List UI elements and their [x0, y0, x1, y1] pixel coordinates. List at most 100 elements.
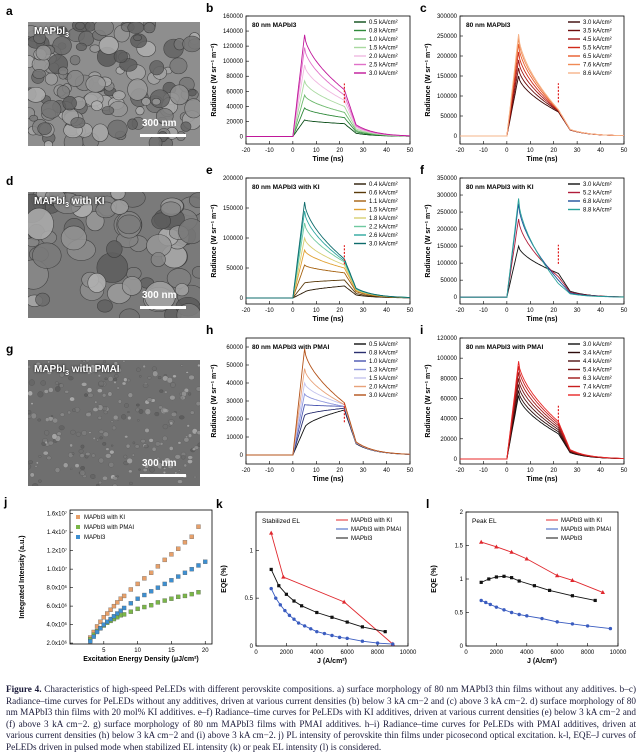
x-tick-label: 10: [313, 308, 320, 314]
data-point: [570, 577, 575, 582]
x-tick-label: 20: [336, 148, 343, 154]
legend-label: MAPbI3 with KI: [351, 518, 392, 524]
sem-grain: [185, 371, 189, 374]
data-point: [540, 616, 544, 621]
chart-title: 80 nm MAPbI3 with PMAI: [466, 344, 543, 351]
data-point: [337, 635, 342, 640]
y-tick-label: 0: [240, 453, 244, 459]
x-tick-label: 10000: [400, 650, 417, 656]
sem-grain: [51, 433, 58, 440]
sem-grain: [195, 386, 200, 392]
legend-label: MAPbI3 with KI: [561, 518, 602, 524]
sem-grain: [44, 430, 50, 436]
sem-grain: [54, 381, 59, 385]
sem-grain: [154, 412, 160, 417]
data-point: [375, 641, 380, 645]
data-point: [487, 577, 491, 581]
sem-grain: [127, 411, 130, 413]
series-line: [460, 198, 624, 298]
sem-grain: [139, 375, 142, 378]
y-axis-label: Radiance (W sr⁻¹ m⁻²): [211, 364, 218, 437]
chart-l: l 0 2000 4000 6000 8000 10000 0 0.5 1 1.5 2 J (A/cm²…: [426, 497, 627, 665]
sem-grain: [37, 391, 44, 398]
sem-grain: [148, 438, 154, 443]
data-point: [162, 557, 167, 563]
x-tick-label: 15: [168, 648, 175, 654]
series-line: [246, 34, 410, 137]
x-tick-label: -20: [456, 308, 465, 314]
y-tick-label: 50000: [440, 278, 457, 284]
legend-label: 8.6 kA/cm²: [583, 71, 612, 77]
y-tick-label: 1: [250, 548, 254, 554]
y-tick-label: 60000: [226, 345, 243, 351]
sem-grain: [177, 479, 183, 484]
data-point: [532, 584, 536, 588]
legend-label: 1.8 kA/cm²: [369, 216, 398, 222]
x-tick-label: 5: [102, 648, 106, 654]
x-tick-label: 10000: [610, 650, 627, 656]
data-point: [345, 620, 349, 624]
x-tick-label: 50: [621, 148, 628, 154]
y-tick-label: 250000: [437, 34, 458, 40]
sem-grain: [121, 276, 143, 296]
sem-grain: [85, 452, 91, 456]
data-point: [108, 616, 113, 622]
sem-grain: [149, 467, 155, 473]
legend-label: 5.5 kA/cm²: [583, 46, 612, 52]
sem-grain: [28, 390, 33, 396]
y-tick-label: 40000: [226, 381, 243, 387]
sem-grain: [84, 393, 88, 397]
legend-label: 1.5 kA/cm²: [369, 46, 398, 52]
sem-grain: [150, 252, 166, 267]
data-point: [155, 600, 161, 605]
sem-grain: [98, 381, 105, 387]
sem-grain: [29, 114, 39, 122]
sem-texture: [28, 22, 200, 146]
data-point: [494, 544, 499, 549]
data-point: [277, 584, 281, 588]
sem-grain: [70, 117, 86, 129]
data-point: [509, 549, 514, 554]
x-tick-label: -20: [456, 148, 465, 154]
chart-title: 80 nm MAPbI3 with KI: [252, 184, 320, 191]
y-tick-label: 100000: [437, 94, 458, 100]
sem-grain: [127, 78, 148, 101]
sem-grain: [121, 381, 127, 386]
data-point: [121, 593, 127, 599]
sem-grain: [157, 376, 162, 380]
plot-frame: [459, 15, 625, 145]
x-tick-label: 0: [291, 468, 295, 474]
sem-grain: [123, 454, 128, 459]
legend-label: 3.0 kA/cm²: [369, 71, 398, 77]
sem-grain: [102, 476, 108, 481]
sem-grain: [105, 453, 112, 459]
legend-label: 7.4 kA/cm²: [583, 385, 612, 391]
sem-grain: [115, 369, 118, 372]
x-tick-label: 6000: [341, 650, 355, 656]
data-point: [292, 617, 296, 621]
sem-grain: [96, 405, 100, 409]
sem-grain: [197, 442, 200, 447]
chart-title: 80 nm MAPbI3 with PMAI: [252, 344, 329, 351]
data-point: [176, 594, 181, 600]
legend-label: MAPbI3 with PMAI: [561, 527, 611, 533]
sem-grain: [116, 386, 120, 390]
data-point: [203, 559, 208, 564]
sem-grain: [96, 438, 99, 442]
x-tick-label: 0: [291, 308, 295, 314]
sem-grain: [106, 240, 123, 258]
sem-grain: [82, 360, 86, 363]
x-tick-label: 40: [597, 308, 604, 314]
legend-label: 0.5 kA/cm²: [369, 20, 398, 26]
y-tick-label: 1.5: [455, 544, 464, 550]
y-tick-label: 350000: [437, 176, 458, 182]
sem-grain: [66, 69, 84, 87]
sem-grain: [28, 207, 54, 241]
data-point: [345, 636, 349, 641]
legend-label: 1.1 kA/cm²: [369, 199, 398, 205]
x-tick-label: 2000: [490, 650, 504, 656]
panel-label: j: [3, 495, 7, 509]
x-tick-label: 10: [313, 468, 320, 474]
legend-label: 1.5 kA/cm²: [369, 376, 398, 382]
x-tick-label: 10: [527, 468, 534, 474]
